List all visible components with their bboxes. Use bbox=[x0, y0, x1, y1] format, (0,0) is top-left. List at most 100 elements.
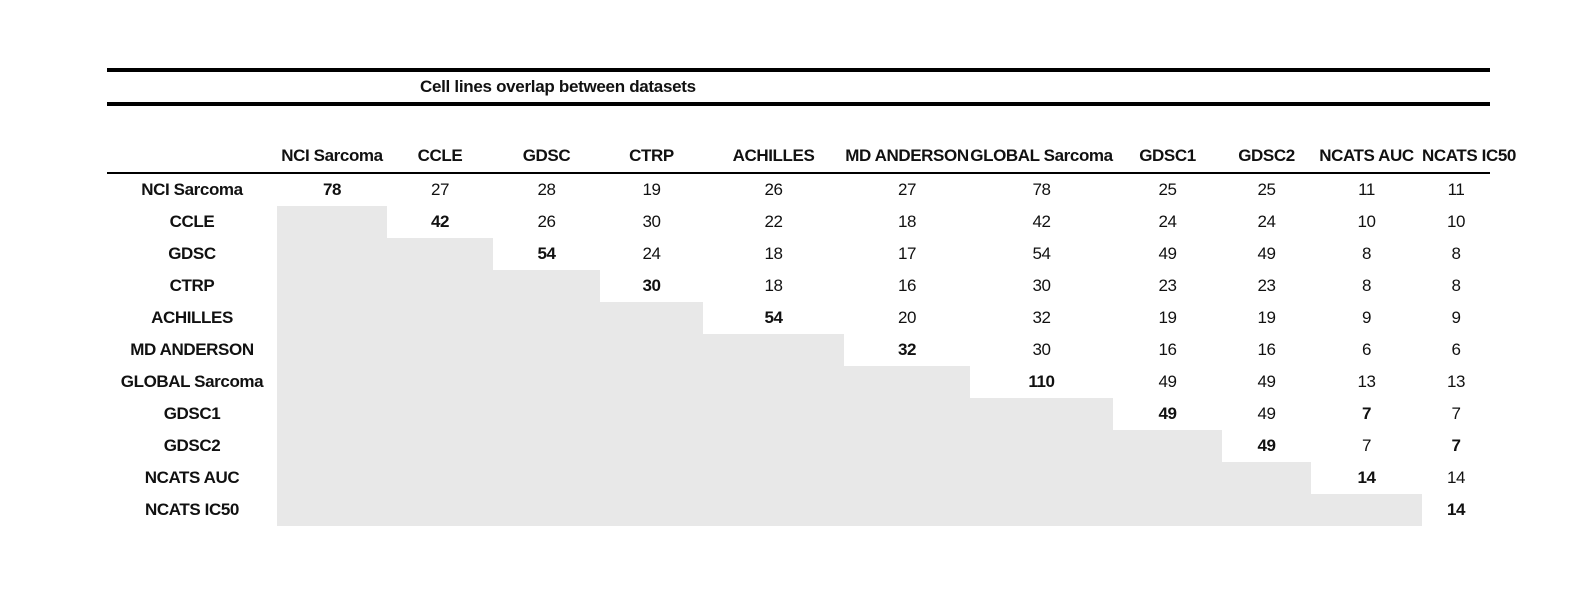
shaded-cell bbox=[277, 366, 387, 398]
overlap-value-cell: 19 bbox=[1257, 308, 1276, 327]
overlap-value-cell: 7 bbox=[1361, 404, 1372, 423]
overlap-value-cell: 16 bbox=[897, 276, 917, 295]
overlap-value-cell: 30 bbox=[1032, 276, 1051, 295]
overlap-value-cell: 22 bbox=[764, 212, 783, 231]
shaded-cell bbox=[387, 238, 493, 270]
shaded-cell bbox=[387, 334, 493, 366]
row-label: ACHILLES bbox=[151, 308, 233, 327]
overlap-value-cell: 30 bbox=[1032, 340, 1051, 359]
overlap-value-cell: 14 bbox=[1446, 468, 1466, 487]
overlap-value-cell: 9 bbox=[1361, 308, 1372, 327]
shaded-cell bbox=[277, 398, 387, 430]
shaded-cell bbox=[970, 430, 1113, 462]
overlap-value-cell: 49 bbox=[1158, 244, 1177, 263]
shaded-cell bbox=[844, 494, 970, 526]
overlap-value-cell: 14 bbox=[1357, 468, 1376, 487]
overlap-value-cell: 17 bbox=[897, 244, 917, 263]
shaded-cell bbox=[703, 430, 844, 462]
overlap-value-cell: 42 bbox=[1032, 212, 1051, 231]
overlap-value-cell: 49 bbox=[1257, 372, 1276, 391]
shaded-cell bbox=[493, 494, 600, 526]
row-label: CCLE bbox=[169, 212, 215, 231]
table-row: CTRP 30 18 16 30 23 23 8 8 bbox=[107, 270, 1490, 302]
mid-rule bbox=[107, 102, 1490, 106]
shaded-cell bbox=[493, 270, 600, 302]
overlap-value-cell: 16 bbox=[1257, 340, 1276, 359]
overlap-value-cell: 78 bbox=[322, 180, 342, 199]
column-header: NCATS AUC bbox=[1319, 146, 1414, 165]
shaded-cell bbox=[970, 494, 1113, 526]
overlap-value-cell: 23 bbox=[1257, 276, 1276, 295]
shaded-cell bbox=[387, 462, 493, 494]
overlap-value-cell: 54 bbox=[1032, 244, 1051, 263]
overlap-value-cell: 27 bbox=[430, 180, 450, 199]
shaded-cell bbox=[277, 334, 387, 366]
shaded-cell bbox=[387, 302, 493, 334]
overlap-value-cell: 6 bbox=[1451, 340, 1461, 359]
row-label: MD ANDERSON bbox=[130, 340, 254, 359]
shaded-cell bbox=[600, 494, 703, 526]
table-row: GLOBAL Sarcoma 110 49 49 13 13 bbox=[107, 366, 1490, 398]
shaded-cell bbox=[493, 366, 600, 398]
column-header: NCI Sarcoma bbox=[281, 146, 383, 165]
column-header: GLOBAL Sarcoma bbox=[970, 146, 1113, 165]
shaded-cell bbox=[844, 462, 970, 494]
overlap-value-cell: 18 bbox=[897, 212, 917, 231]
overlap-value-cell: 18 bbox=[764, 276, 783, 295]
table-row: CCLE 42 26 30 22 18 42 24 24 10 10 bbox=[107, 206, 1490, 238]
overlap-value-cell: 26 bbox=[764, 180, 783, 199]
shaded-cell bbox=[277, 206, 387, 238]
overlap-value-cell: 19 bbox=[1158, 308, 1177, 327]
overlap-value-cell: 42 bbox=[430, 212, 450, 231]
shaded-cell bbox=[277, 238, 387, 270]
overlap-value-cell: 49 bbox=[1257, 436, 1276, 455]
overlap-value-cell: 54 bbox=[537, 244, 556, 263]
shaded-cell bbox=[493, 430, 600, 462]
table-row: NCI Sarcoma 78 27 28 19 26 27 78 25 25 11 11 bbox=[107, 173, 1490, 206]
overlap-value-cell: 16 bbox=[1158, 340, 1177, 359]
overlap-matrix-table: NCI Sarcoma CCLE GDSC CTRP ACHILLES MD ANDERS… bbox=[107, 140, 1516, 526]
shaded-cell bbox=[1311, 494, 1422, 526]
shaded-cell bbox=[277, 302, 387, 334]
table-row: MD ANDERSON 32 30 16 16 6 6 bbox=[107, 334, 1490, 366]
overlap-value-cell: 14 bbox=[1446, 500, 1466, 519]
shaded-cell bbox=[970, 462, 1113, 494]
shaded-cell bbox=[387, 366, 493, 398]
overlap-value-cell: 54 bbox=[764, 308, 783, 327]
table-row: ACHILLES 54 20 32 19 19 9 9 bbox=[107, 302, 1490, 334]
overlap-value-cell: 78 bbox=[1032, 180, 1051, 199]
table-row: GDSC1 49 49 7 7 bbox=[107, 398, 1490, 430]
table-title: Cell lines overlap between datasets bbox=[420, 77, 696, 96]
overlap-value-cell: 8 bbox=[1451, 244, 1461, 263]
column-header: CTRP bbox=[629, 146, 674, 165]
overlap-value-cell: 8 bbox=[1361, 276, 1372, 295]
column-header: NCATS IC50 bbox=[1422, 146, 1516, 165]
table-row: NCATS IC50 14 bbox=[107, 494, 1490, 526]
shaded-cell bbox=[1113, 430, 1222, 462]
overlap-value-cell: 8 bbox=[1361, 244, 1372, 263]
overlap-value-cell: 11 bbox=[1358, 180, 1375, 199]
shaded-cell bbox=[703, 366, 844, 398]
shaded-cell bbox=[600, 302, 703, 334]
overlap-value-cell: 24 bbox=[642, 244, 661, 263]
row-label: NCI Sarcoma bbox=[141, 180, 243, 199]
row-label: GDSC bbox=[168, 244, 216, 263]
shaded-cell bbox=[703, 334, 844, 366]
column-header: CCLE bbox=[417, 146, 463, 165]
header-row: NCI Sarcoma CCLE GDSC CTRP ACHILLES MD ANDERS… bbox=[107, 140, 1516, 173]
overlap-value-cell: 26 bbox=[537, 212, 556, 231]
shaded-cell bbox=[277, 494, 387, 526]
overlap-value-cell: 10 bbox=[1446, 212, 1466, 231]
overlap-value-cell: 13 bbox=[1446, 372, 1466, 391]
overlap-value-cell: 23 bbox=[1158, 276, 1177, 295]
overlap-value-cell: 110 bbox=[1028, 372, 1055, 391]
shaded-cell bbox=[844, 366, 970, 398]
table-row: GDSC 54 24 18 17 54 49 49 8 8 bbox=[107, 238, 1490, 270]
overlap-value-cell: 7 bbox=[1451, 404, 1461, 423]
row-label: GDSC1 bbox=[163, 404, 221, 423]
shaded-cell bbox=[1222, 462, 1311, 494]
shaded-cell bbox=[1113, 494, 1222, 526]
shaded-cell bbox=[493, 334, 600, 366]
shaded-cell bbox=[387, 430, 493, 462]
